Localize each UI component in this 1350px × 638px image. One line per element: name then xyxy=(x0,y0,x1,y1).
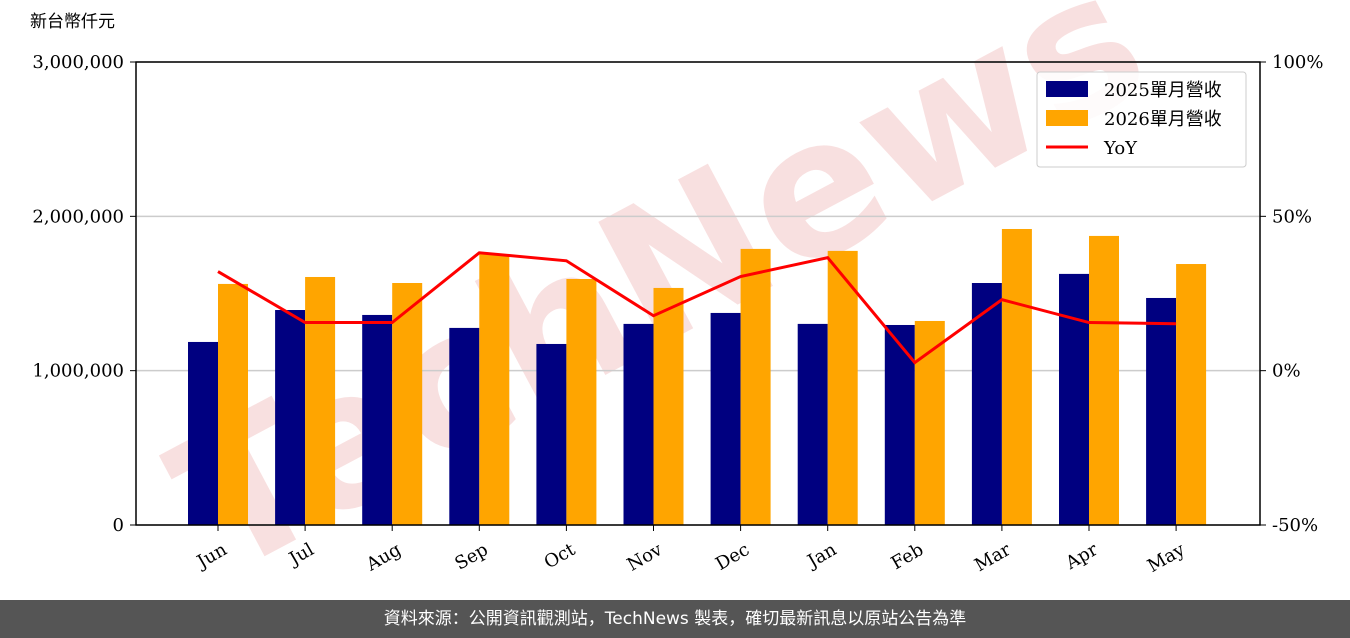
bar xyxy=(305,276,336,525)
bar xyxy=(392,283,423,525)
bar xyxy=(914,320,945,525)
x-tick-label: Nov xyxy=(624,539,667,576)
x-tick-label: May xyxy=(1144,539,1189,577)
y-tick-label: 1,000,000 xyxy=(32,361,124,382)
plot-frame xyxy=(135,61,1261,526)
bar xyxy=(653,287,684,525)
legend-box xyxy=(1036,71,1247,168)
bar xyxy=(797,323,828,525)
bar xyxy=(479,253,510,525)
bar xyxy=(275,310,306,525)
bar xyxy=(971,283,1002,525)
legend-label: YoY xyxy=(1103,138,1138,159)
x-tick-label: Feb xyxy=(888,539,928,574)
bar xyxy=(827,250,858,526)
legend-swatch xyxy=(1046,110,1088,126)
y2-tick-label: 50% xyxy=(1272,206,1312,227)
footer: 資料來源：公開資訊觀測站，TechNews 製表，確切最新訊息以原站公告為準 xyxy=(0,600,1350,638)
y-tick-label: 3,000,000 xyxy=(32,52,124,73)
bar xyxy=(1059,273,1089,525)
x-tick-label: Apr xyxy=(1061,539,1101,574)
bar xyxy=(1146,297,1177,525)
bar xyxy=(1001,228,1032,526)
x-tick-label: Mar xyxy=(971,539,1015,576)
y-tick-label: 0 xyxy=(113,515,124,536)
line xyxy=(217,251,1177,365)
bar xyxy=(218,283,248,525)
bar xyxy=(188,341,218,525)
x-tick-label: Dec xyxy=(712,539,753,575)
bar xyxy=(740,248,771,526)
y2-tick-label: -50% xyxy=(1272,515,1318,536)
legend-label: 2026單月營收 xyxy=(1104,109,1222,130)
x-tick-label: Jan xyxy=(802,539,840,573)
bar xyxy=(566,278,597,525)
bar xyxy=(1089,235,1119,526)
x-tick-label: Oct xyxy=(541,539,580,574)
bar xyxy=(362,314,393,525)
legend-swatch xyxy=(1046,81,1088,97)
bar xyxy=(623,323,654,525)
chart: 新台幣仟元 TechNews01,000,0002,000,0003,000,0… xyxy=(30,0,1323,600)
bar xyxy=(1176,264,1207,525)
legend-label: 2025單月營收 xyxy=(1104,80,1222,101)
bar xyxy=(449,327,480,525)
x-tick-label: Sep xyxy=(451,539,491,574)
legend: 2025單月營收 2026單月營收 YoY xyxy=(1036,71,1247,168)
y-tick-label: 2,000,000 xyxy=(32,206,124,227)
y-axis-unit: 新台幣仟元 xyxy=(30,12,115,32)
bar xyxy=(536,343,567,525)
bar xyxy=(710,312,741,525)
y2-tick-label: 100% xyxy=(1272,52,1323,73)
y2-tick-label: 0% xyxy=(1272,361,1301,382)
